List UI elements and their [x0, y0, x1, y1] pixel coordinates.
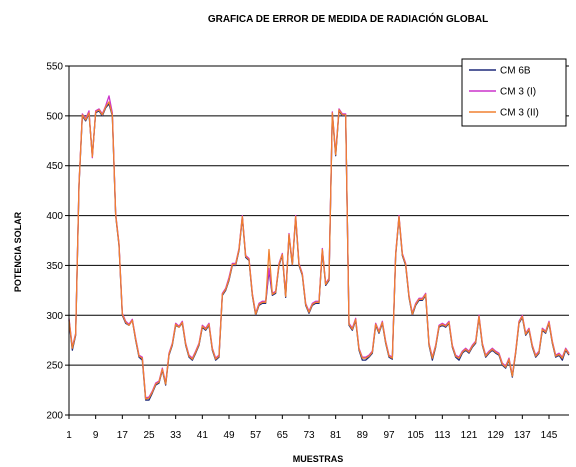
y-tick-label: 300: [46, 311, 63, 322]
y-tick-label: 250: [46, 361, 63, 372]
x-tick-label: 73: [303, 430, 315, 441]
y-tick-label: 450: [46, 161, 63, 172]
x-tick-labels: 1 9 17 25 33 41 49 57 65 73 81 89 97 105 113 121 129 137 1…: [66, 415, 558, 441]
legend-label: CM 3 (II): [500, 108, 539, 119]
series-line-3: [68, 101, 570, 400]
x-tick-label: 137: [514, 430, 531, 441]
x-tick-label: 17: [117, 430, 129, 441]
gridlines: [69, 65, 569, 366]
y-axis-title: POTENCIA SOLAR: [13, 211, 23, 292]
series-line-1: [68, 103, 570, 401]
axes: [68, 66, 569, 416]
x-tick-label: 113: [434, 430, 450, 441]
x-tick-label: 33: [170, 430, 182, 441]
x-tick-label: 1: [66, 430, 72, 441]
x-tick-label: 57: [250, 430, 262, 441]
x-tick-label: 121: [461, 430, 478, 441]
legend-label: CM 3 (I): [500, 87, 536, 98]
y-tick-label: 550: [46, 62, 63, 73]
x-axis-title: MUESTRAS: [293, 454, 344, 464]
y-tick-label: 200: [46, 411, 63, 422]
y-tick-labels: 200 250 300 350 400 450 500 550: [46, 62, 69, 422]
x-tick-label: 129: [487, 430, 504, 441]
x-tick-label: 25: [143, 430, 155, 441]
chart-title: GRAFICA DE ERROR DE MEDIDA DE RADIACIÓN …: [208, 12, 488, 25]
x-tick-label: 9: [93, 430, 99, 441]
x-tick-label: 89: [357, 430, 369, 441]
series-layer: [68, 95, 570, 401]
y-tick-label: 500: [46, 111, 63, 122]
series-line-2: [68, 95, 570, 399]
x-tick-label: 81: [330, 430, 342, 441]
y-tick-label: 350: [46, 261, 63, 272]
y-tick-label: 400: [46, 211, 63, 222]
x-tick-label: 145: [541, 430, 558, 441]
legend: CM 6B CM 3 (I) CM 3 (II): [461, 58, 567, 127]
x-tick-label: 97: [383, 430, 395, 441]
x-tick-label: 105: [407, 430, 424, 441]
legend-items: CM 6B CM 3 (I) CM 3 (II): [469, 66, 539, 119]
legend-label: CM 6B: [500, 66, 531, 77]
x-tick-label: 41: [197, 430, 209, 441]
x-tick-label: 65: [277, 430, 289, 441]
x-tick-label: 49: [223, 430, 235, 441]
